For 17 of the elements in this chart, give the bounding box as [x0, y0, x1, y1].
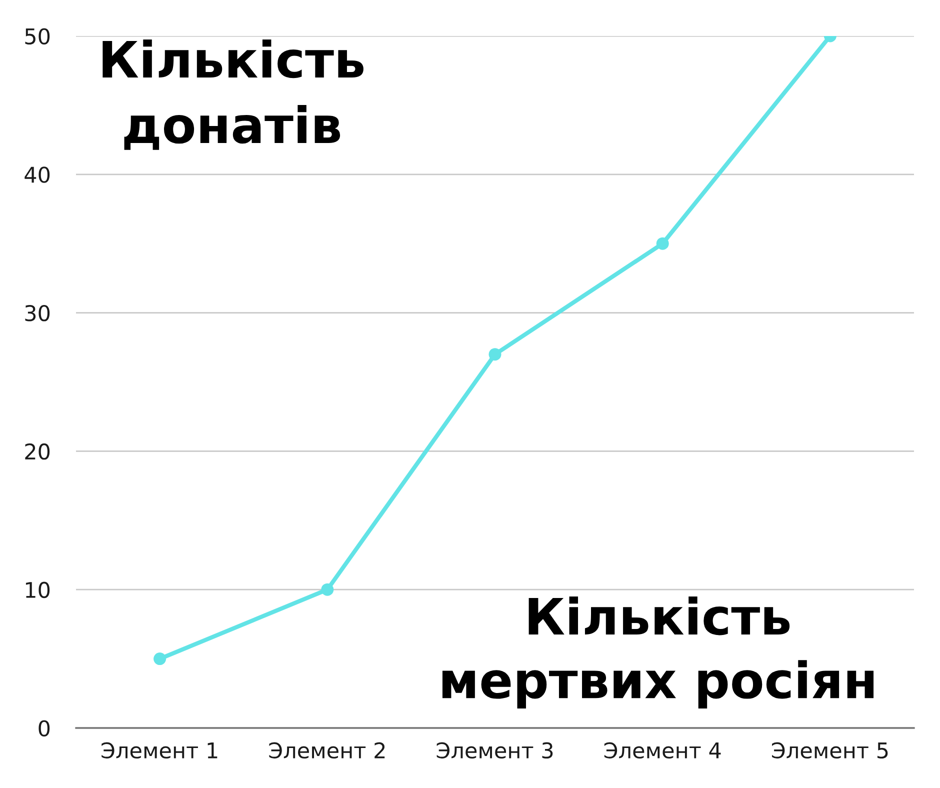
x-tick-label: Элемент 5 — [772, 742, 888, 759]
point — [321, 583, 334, 596]
y-tick-label: 40 — [24, 166, 50, 183]
x-tick-label: Элемент 4 — [604, 742, 721, 759]
point — [154, 652, 166, 666]
x-tick-label: Элемент 2 — [269, 742, 385, 759]
x-tick-label: Элемент 3 — [436, 742, 553, 759]
x-axis-title: Кількість мертвих росіян — [442, 596, 874, 708]
y-tick-label: 0 — [38, 720, 50, 736]
y-tick-label: 30 — [25, 305, 50, 322]
y-tick-label: 50 — [25, 28, 50, 44]
y-axis-title: Кількість донатів — [102, 39, 364, 150]
y-tick-label: 10 — [26, 582, 50, 598]
point — [656, 237, 669, 250]
x-tick-label: Элемент 1 — [102, 742, 218, 759]
point — [488, 348, 502, 361]
y-tick-label: 20 — [25, 443, 50, 460]
